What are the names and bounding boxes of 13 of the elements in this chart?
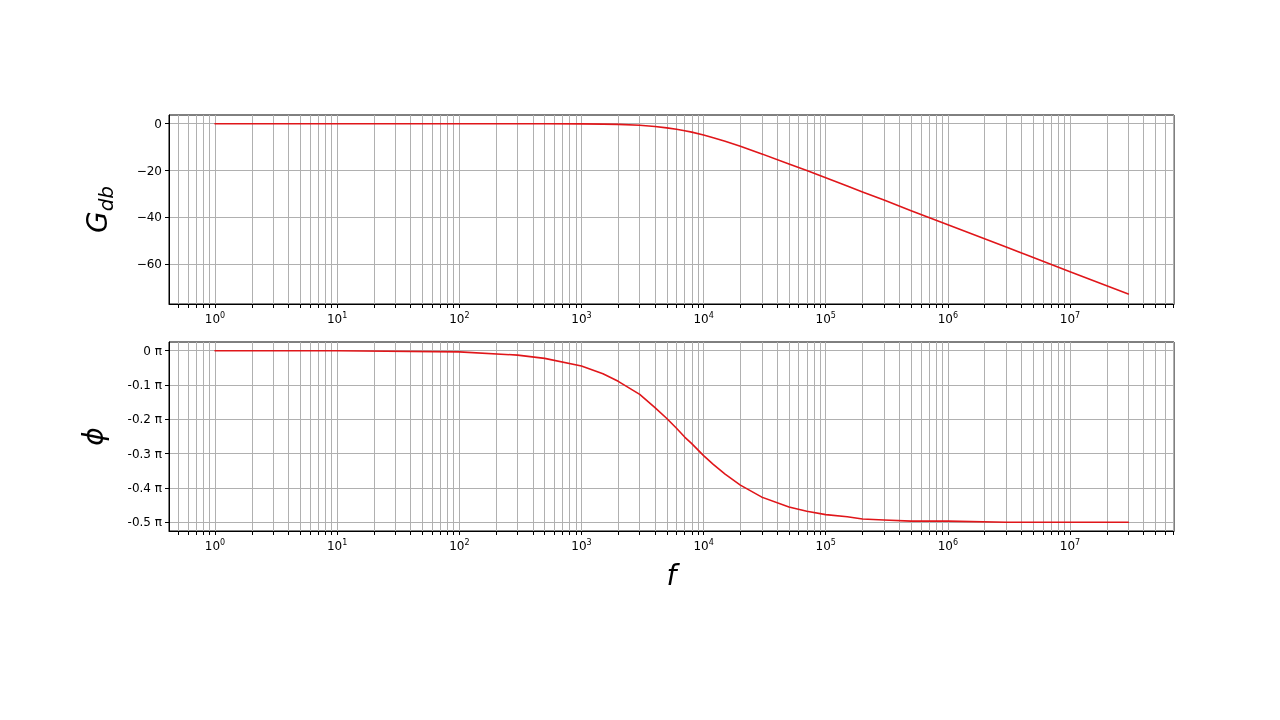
y-tick-label: -0.5 π — [127, 515, 162, 530]
y-tick-label: -0.2 π — [127, 412, 162, 427]
y-tick-label: −60 — [136, 257, 162, 272]
y-tick-label: −20 — [136, 163, 162, 178]
x-axis-title: f — [666, 558, 681, 592]
y-tick-label: 0 — [154, 116, 162, 131]
y-axis-title: ϕ — [76, 427, 110, 446]
y-tick-label: −40 — [136, 210, 162, 225]
y-tick-label: 0 π — [143, 343, 162, 358]
y-tick-label: -0.1 π — [127, 378, 162, 393]
y-axis-title: Gdb — [81, 185, 118, 234]
y-tick-label: -0.3 π — [127, 446, 162, 461]
y-tick-label: -0.4 π — [127, 481, 162, 496]
